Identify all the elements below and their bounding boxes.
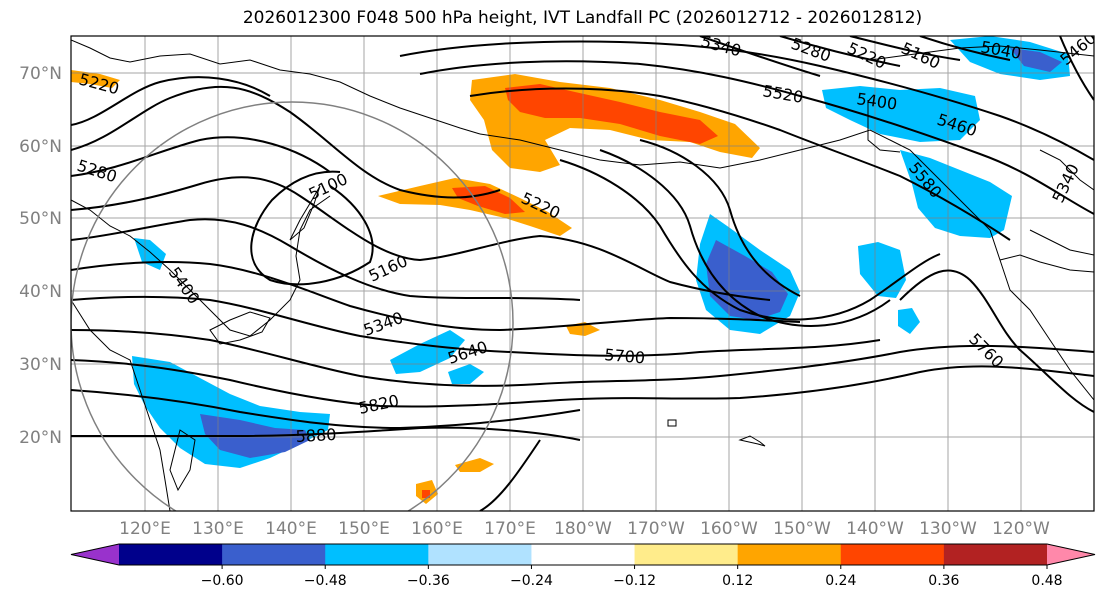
colorbar-tick-label: −0.48	[304, 573, 347, 589]
colorbar-tick-label: 0.12	[722, 573, 753, 589]
ivt-positive-region-urals	[71, 70, 120, 88]
lat-label: 50°N	[19, 209, 62, 229]
ivt-negative-small-midpacific	[448, 364, 484, 384]
ivt-strong-region-alaska	[505, 84, 718, 144]
lon-label: 130°E	[192, 519, 244, 539]
colorbar-outline	[70, 543, 1096, 566]
ivt-strong-small-3	[422, 490, 430, 498]
region-circle	[71, 101, 514, 511]
ivt-negative-region-bc	[900, 150, 1012, 238]
lat-label: 30°N	[19, 355, 62, 375]
ivt-positive-region-kamchatka	[378, 178, 572, 236]
colorbar-tick-label: 0.24	[825, 573, 856, 589]
colorbar-segment	[428, 544, 532, 565]
colorbar-segment	[737, 544, 842, 565]
colorbar-segment	[943, 544, 1048, 565]
contour-label: 5880	[295, 425, 337, 446]
lon-label: 120°W	[992, 519, 1050, 539]
contour-label: 5700	[604, 345, 646, 367]
colorbar-tick-label: −0.60	[201, 573, 244, 589]
ivt-negative-small-baja	[898, 308, 920, 334]
ivt-negative-region-gulf-alaska	[822, 86, 980, 142]
map-frame	[70, 35, 1095, 512]
colorbar-tick-label: 0.48	[1031, 573, 1062, 589]
colorbar-tick-label: −0.24	[510, 573, 553, 589]
lon-label: 170°W	[627, 519, 685, 539]
lat-label: 70°N	[19, 64, 62, 84]
colorbar-extend-high	[1047, 544, 1095, 565]
colorbar-tick-label: 0.36	[928, 573, 959, 589]
lon-label: 140°W	[846, 519, 904, 539]
colorbar-segment	[840, 544, 945, 565]
lon-label: 150°W	[773, 519, 831, 539]
colorbar-segment	[119, 544, 223, 565]
ivt-strong-negative-arctic	[1010, 48, 1062, 72]
colorbar-tick-label: −0.36	[407, 573, 450, 589]
lon-label: 160°E	[411, 519, 463, 539]
lon-label: 130°W	[919, 519, 977, 539]
colorbar-tick-label: −0.12	[613, 573, 656, 589]
longitude-labels: 120°E 130°E 140°E 150°E 160°E 170°E 180°…	[119, 519, 1050, 539]
ivt-positive-small-2	[455, 458, 494, 472]
lat-label: 60°N	[19, 137, 62, 157]
colorbar-segment	[222, 544, 326, 565]
colorbar-segment	[531, 544, 636, 565]
map-title: 2026012300 F048 500 hPa height, IVT Land…	[242, 8, 923, 28]
lon-label: 120°E	[119, 519, 171, 539]
height-contours	[71, 36, 1094, 511]
colorbar-extend-low	[71, 544, 119, 565]
lon-label: 160°W	[700, 519, 758, 539]
lat-label: 40°N	[19, 282, 62, 302]
lon-label: 150°E	[338, 519, 390, 539]
lon-label: 140°E	[265, 519, 317, 539]
colorbar-segment	[634, 544, 739, 565]
lat-label: 20°N	[19, 428, 62, 448]
latitude-labels: 70°N 60°N 50°N 40°N 30°N 20°N	[19, 64, 62, 448]
map-area: 5220 5340 5280 5220 5160 5040 5520 5400 …	[71, 36, 1094, 511]
colorbar: −0.60 −0.48 −0.36 −0.24 −0.12 0.12 0.24 0.36 0.4…	[70, 543, 1096, 589]
lon-label: 170°E	[484, 519, 536, 539]
ivt-negative-region-midpacific	[390, 330, 465, 374]
lon-label: 180°W	[554, 519, 612, 539]
colorbar-segment	[325, 544, 429, 565]
